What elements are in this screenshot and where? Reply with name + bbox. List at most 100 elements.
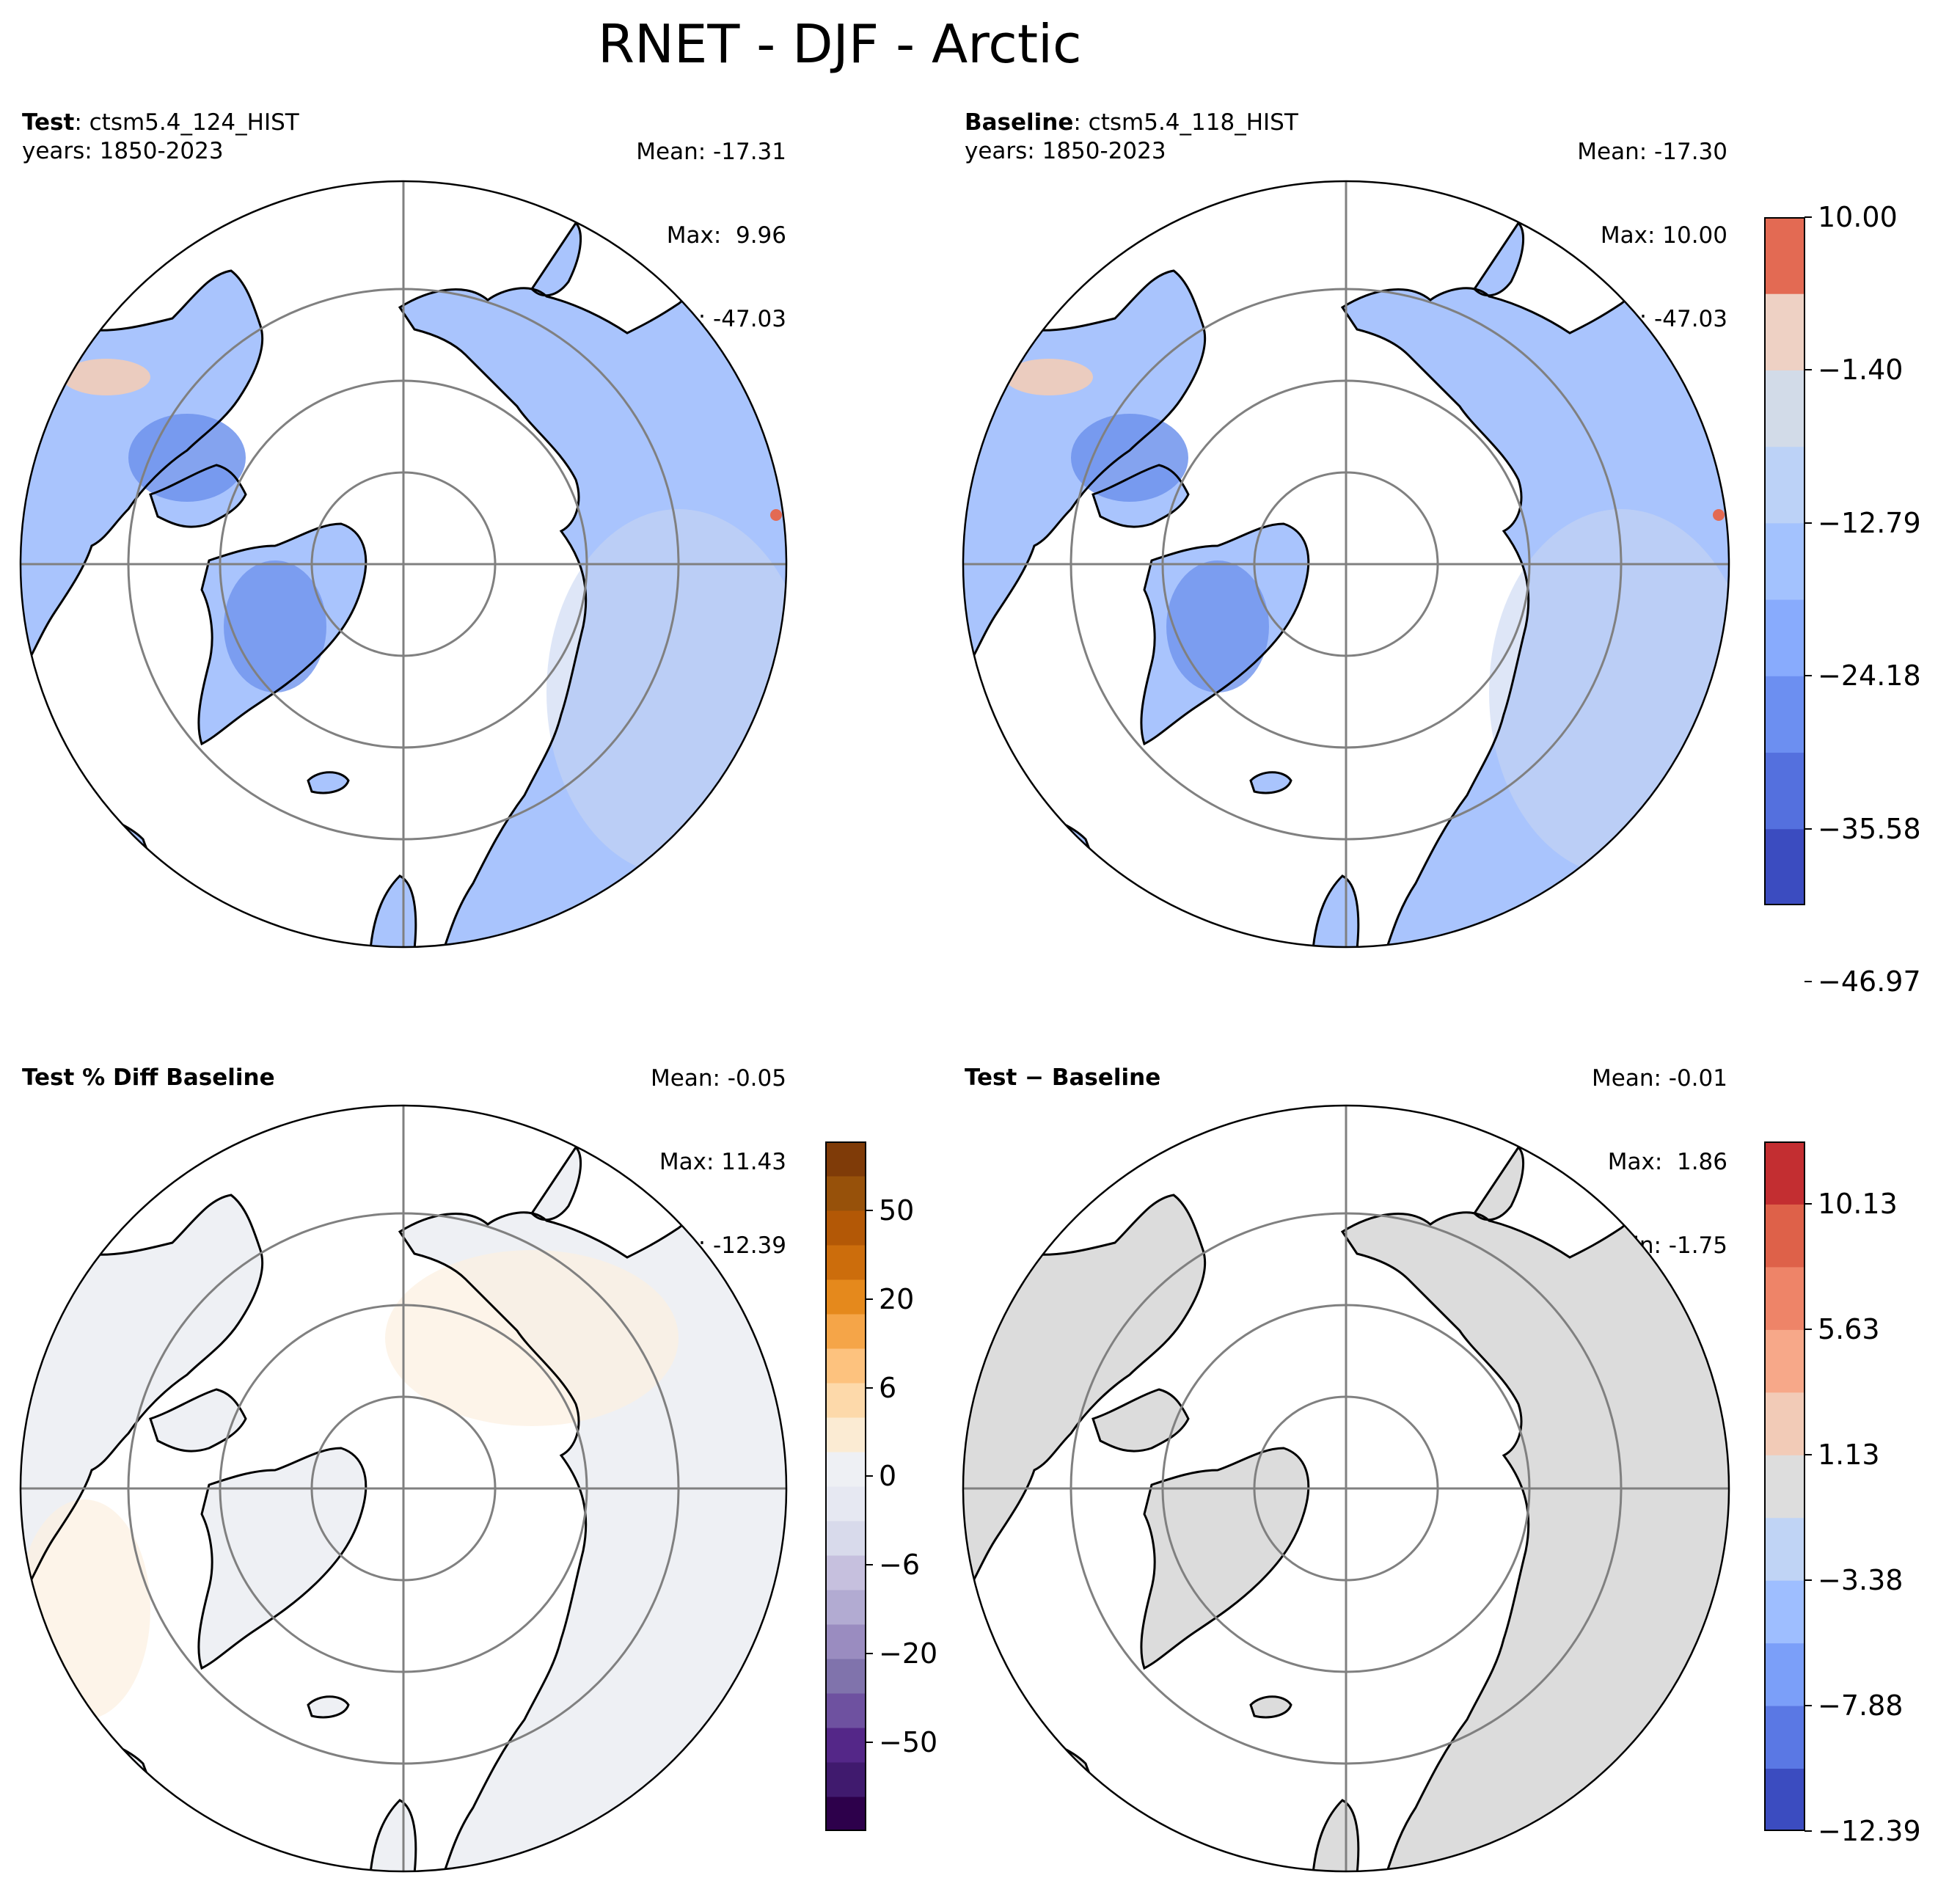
land-fill (1342, 1210, 1729, 1871)
panel-label: Baseline (965, 109, 1074, 136)
colorbar-tick-mark (1804, 675, 1812, 677)
coastline (1473, 221, 1525, 297)
colorbar-segment (1764, 1392, 1805, 1455)
colorbar-segment (825, 1383, 866, 1418)
colorbar-segment (1764, 752, 1805, 830)
coastline (21, 1194, 264, 1606)
colorbar-segment (825, 1279, 866, 1315)
land-fill (963, 1195, 1205, 1602)
land-shade-dark (128, 414, 246, 502)
coastline (398, 1209, 786, 1871)
land-fill (198, 1448, 366, 1668)
land-fill (1474, 223, 1524, 296)
stat-max: Max: 9.96 (666, 222, 786, 249)
coastline (1473, 1145, 1525, 1221)
coastline (149, 464, 247, 528)
colorbar-segment (1764, 293, 1805, 370)
colorbar-segment (825, 1314, 866, 1349)
colorbar-tick-label: −46.97 (1818, 965, 1921, 998)
panel-label: Test (22, 109, 75, 136)
land-shade-warm (1005, 359, 1093, 395)
coastline (369, 874, 417, 947)
land-fill (308, 772, 348, 793)
colorbar-tick-label: −35.58 (1818, 812, 1921, 845)
colorbar-pctdiff-ticks: 50 20 6 0 −6 −20 −50 (866, 1141, 983, 1831)
map-boundary (962, 180, 1730, 949)
case-name: : ctsm5.4_124_HIST (74, 109, 299, 136)
land-fill (308, 1696, 348, 1717)
colorbar-tick-label: 50 (879, 1194, 915, 1227)
coastline (369, 1799, 417, 1871)
land-fill (532, 223, 581, 296)
colorbar-diff (1764, 1141, 1805, 1831)
colorbar-tick-mark (1804, 1830, 1812, 1832)
land-fill (1093, 1389, 1188, 1452)
stat-mean: Mean: -0.01 (1592, 1065, 1727, 1092)
colorbar-segment (1764, 1768, 1805, 1831)
panel-label: Test % Diff Baseline (22, 1064, 275, 1091)
colorbar-tick-label: −12.39 (1818, 1815, 1921, 1847)
map-content (21, 1106, 786, 1871)
coastline (398, 285, 786, 947)
land-fill (1251, 1696, 1291, 1717)
land-fill (1141, 1448, 1309, 1668)
coastline (963, 1194, 1207, 1606)
stat-mean: Mean: -17.31 (636, 139, 786, 165)
colorbar-segment (825, 1245, 866, 1280)
colorbar-segment (1764, 217, 1805, 294)
land-fill (150, 1389, 246, 1452)
stat-max: Max: 11.43 (659, 1149, 786, 1175)
coastline (530, 1145, 582, 1221)
colorbar-segment (1764, 1455, 1805, 1519)
colorbar-segment (825, 1693, 866, 1728)
colorbar-frame (1764, 217, 1805, 905)
colorbar-tick-mark (1804, 827, 1812, 830)
colorbar-segment (825, 1762, 866, 1797)
colorbar-segment (825, 1176, 866, 1211)
colorbar-tick-label: −3.38 (1818, 1564, 1904, 1597)
panel-baseline-years: years: 1850-2023 (965, 138, 1166, 164)
case-name: : ctsm5.4_118_HIST (1073, 109, 1298, 136)
land-hotspot (1713, 509, 1725, 521)
coastline (149, 1388, 247, 1453)
colorbar-tick-mark (1804, 1454, 1812, 1456)
colorbar-segment (1764, 1517, 1805, 1581)
coastline (21, 269, 264, 682)
coastline (1140, 522, 1310, 746)
colorbar-segment (825, 1797, 866, 1831)
colorbar-segment (825, 1659, 866, 1694)
panel-baseline-header: Baseline: ctsm5.4_118_HIST (965, 109, 1298, 136)
coastline (307, 771, 350, 794)
colorbar-segment (1764, 1266, 1805, 1330)
colorbar-tick-label: 5.63 (1818, 1313, 1880, 1346)
panel-diff-header: Test − Baseline (965, 1064, 1160, 1092)
coastline (197, 1447, 368, 1670)
stat-mean: Mean: -0.05 (651, 1065, 786, 1092)
land-shade-dark (224, 560, 326, 693)
colorbar-tick-mark (1804, 1579, 1812, 1582)
panel-test-header: Test: ctsm5.4_124_HIST (22, 109, 299, 136)
colorbar-top-ticks: 10.00 −1.40 −12.79 −24.18 −35.58 −46.97 (1804, 203, 1959, 995)
colorbar-tick-label: −50 (879, 1725, 938, 1758)
coastline (1091, 464, 1190, 528)
colorbar-segment (825, 1728, 866, 1763)
colorbar-segment (825, 1624, 866, 1659)
colorbar-tick-mark (866, 1741, 873, 1743)
map-content (21, 181, 786, 947)
colorbar-segment (1764, 676, 1805, 753)
colorbar-segment (825, 1486, 866, 1521)
colorbar-tick-mark (1804, 981, 1812, 983)
coastline (963, 269, 1207, 682)
colorbar-tick-label: −1.40 (1818, 354, 1904, 387)
map-content (963, 1106, 1729, 1871)
land-fill (1474, 1147, 1524, 1220)
coastline (1312, 1799, 1360, 1871)
land-shade-warm (21, 1499, 150, 1720)
colorbar-tick-label: 10.00 (1818, 201, 1898, 233)
colorbar-top (1764, 217, 1805, 905)
coastline (197, 522, 368, 746)
map-boundary (19, 180, 788, 949)
coastline (1249, 771, 1292, 794)
colorbar-tick-label: −24.18 (1818, 659, 1921, 693)
coastline (1312, 874, 1360, 947)
